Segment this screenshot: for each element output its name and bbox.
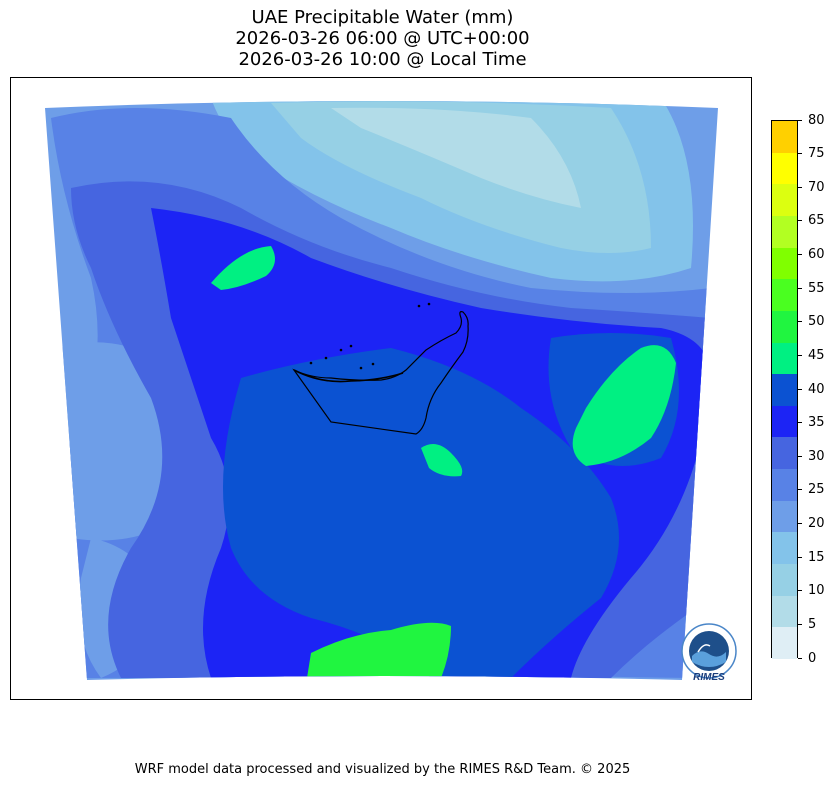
colorbar-tick-label: 25: [798, 483, 825, 496]
colorbar-tick-label: 55: [798, 282, 825, 295]
colorbar-tick-label: 80: [798, 114, 825, 127]
colorbar-band: [772, 564, 797, 596]
colorbar-band: [772, 627, 797, 659]
island-8: [427, 302, 431, 306]
colorbar-tick-label: 0: [798, 652, 816, 665]
title-line-3: 2026-03-26 10:00 @ Local Time: [238, 49, 527, 70]
island-3: [339, 348, 343, 352]
uae-coastline: [293, 369, 404, 383]
map-panel: [10, 77, 752, 700]
rimes-emblem-icon: [681, 623, 737, 679]
colorbar-tick-label: 35: [798, 416, 825, 429]
colorbar-tick-label: 45: [798, 349, 825, 362]
field-45-50-center: [421, 444, 463, 477]
colorbar-band: [772, 500, 797, 533]
colorbar-band: [772, 279, 797, 311]
colorbar-tick-label: 15: [798, 551, 825, 564]
logo-text: RIMES: [693, 672, 725, 683]
field-45-50-east: [572, 345, 676, 466]
island-6: [371, 362, 375, 366]
island-2: [324, 356, 328, 360]
island-7: [417, 304, 421, 308]
title-line-2: 2026-03-26 06:00 @ UTC+00:00: [235, 28, 530, 49]
field-10-15-north: [271, 101, 651, 253]
colorbar-band: [772, 247, 797, 280]
field-40-45: [223, 348, 619, 678]
island-5: [359, 366, 363, 370]
field-45-50-north: [211, 246, 275, 290]
colorbar-tick-label: 60: [798, 248, 825, 261]
colorbar-band: [772, 152, 797, 185]
island-4: [349, 344, 353, 348]
colorbar-tick-label: 40: [798, 383, 825, 396]
field-50-55-south: [307, 622, 451, 678]
title-line-1: UAE Precipitable Water (mm): [251, 7, 514, 28]
colorbar-tick-label: 30: [798, 450, 825, 463]
colorbar-band: [772, 532, 797, 565]
colorbar-band: [772, 405, 797, 438]
colorbar-tick-label: 65: [798, 214, 825, 227]
colorbar-band: [772, 215, 797, 248]
precipitable-water-map: [45, 101, 718, 680]
rimes-logo: RIMES: [680, 622, 738, 686]
field-5-10-north: [331, 107, 581, 208]
colorbar-tick-label: 75: [798, 147, 825, 160]
colorbar-band: [772, 184, 797, 216]
colorbar-band: [772, 121, 797, 153]
colorbar-tick-label: 5: [798, 618, 816, 631]
map-title: UAE Precipitable Water (mm) 2026-03-26 0…: [0, 7, 765, 70]
colorbar-band: [772, 595, 797, 628]
colorbar-tick-label: 70: [798, 181, 825, 194]
colorbar-tick-label: 20: [798, 517, 825, 530]
colorbar-band: [772, 310, 797, 343]
colorbar-band: [772, 342, 797, 375]
colorbar: [771, 120, 798, 659]
colorbar-band: [772, 437, 797, 470]
colorbar-tick-label: 10: [798, 584, 825, 597]
island-1: [309, 361, 313, 365]
colorbar-band: [772, 374, 797, 406]
colorbar-tick-label: 50: [798, 315, 825, 328]
uae-border: [292, 311, 469, 435]
colorbar-band: [772, 469, 797, 501]
credit-footer: WRF model data processed and visualized …: [134, 762, 631, 777]
